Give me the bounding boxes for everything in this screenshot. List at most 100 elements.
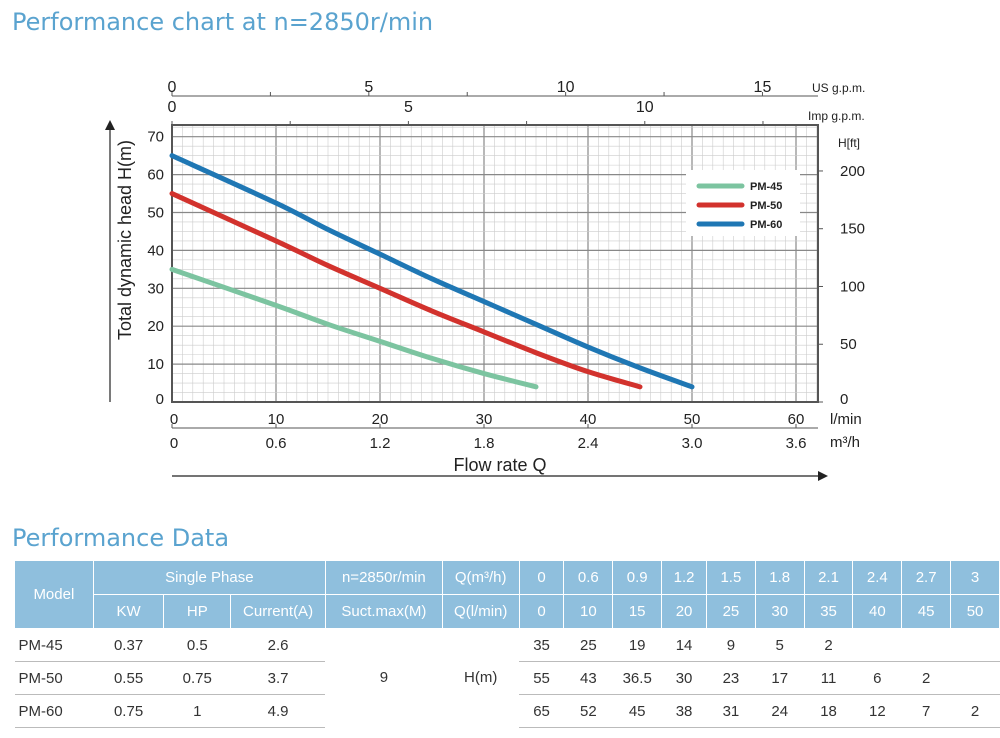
head-cell: 52 xyxy=(563,694,613,728)
head-cell xyxy=(852,628,902,662)
x2-tick-label: 1.8 xyxy=(474,435,495,452)
model-cell: PM-45 xyxy=(14,628,94,662)
head-cell: 11 xyxy=(804,661,853,695)
head-cell: 2 xyxy=(901,661,951,695)
head-cell: 6 xyxy=(852,661,902,695)
qm3-cell: 2.7 xyxy=(901,560,952,595)
x-tick-label: 10 xyxy=(268,411,285,428)
x-tick-label: 40 xyxy=(580,411,597,428)
model-cell: PM-60 xyxy=(14,694,94,728)
x2-tick-label: 3.6 xyxy=(786,435,807,452)
qm3-cell: 1.5 xyxy=(706,560,756,595)
header-kw: KW xyxy=(92,594,165,629)
ql-cell: 35 xyxy=(803,594,854,629)
y2-tick-label: 0 xyxy=(840,391,848,408)
x-axis-label: Flow rate Q xyxy=(453,455,546,475)
head-cell: 65 xyxy=(519,694,564,728)
y-tick-label: 70 xyxy=(147,129,164,146)
y-tick-label: 20 xyxy=(147,318,164,335)
performance-chart: 0 10 20 30 40 50 60 70 0 50 100 150 200 H[ft] 0 0 10 0.6 2… xyxy=(105,79,865,481)
qm3-cell: 0 xyxy=(518,560,565,595)
y-tick-label: 50 xyxy=(147,205,164,222)
ql-cell: 50 xyxy=(950,594,1000,629)
x2-tick-label: 0.6 xyxy=(266,435,287,452)
y-arrow-head xyxy=(105,120,115,130)
y2-tick-label: 150 xyxy=(840,221,865,238)
y-tick-label: 10 xyxy=(147,356,164,373)
qm3-cell: 1.8 xyxy=(754,560,805,595)
y2-tick-label: 200 xyxy=(840,163,865,180)
head-cell xyxy=(950,628,1000,662)
ql-cell: 15 xyxy=(612,594,663,629)
x2-tick-label: 1.2 xyxy=(370,435,391,452)
x-tick-label: 60 xyxy=(788,411,805,428)
ql-cell: 25 xyxy=(706,594,756,629)
x2-tick-label: 0 xyxy=(170,435,178,452)
hp-cell: 1 xyxy=(163,694,231,728)
head-cell: 25 xyxy=(563,628,613,662)
x2-tick-label: 3.0 xyxy=(682,435,703,452)
legend-label: PM-45 xyxy=(750,181,782,193)
imp-unit-label: Imp g.p.m. xyxy=(808,109,865,123)
us-tick-label: 0 xyxy=(168,79,177,96)
legend-label: PM-60 xyxy=(750,219,782,231)
head-cell xyxy=(950,661,1000,695)
qm3-cell: 0.9 xyxy=(612,560,663,595)
kw-cell: 0.55 xyxy=(93,661,164,695)
table-title: Performance Data xyxy=(12,524,230,552)
head-cell: 24 xyxy=(755,694,805,728)
current-cell: 3.7 xyxy=(230,661,326,695)
current-cell: 4.9 xyxy=(230,694,326,728)
y2-unit-label: H[ft] xyxy=(838,136,860,150)
y-tick-label: 40 xyxy=(147,242,164,259)
x2-unit-label: m³/h xyxy=(830,434,860,451)
head-cell: 17 xyxy=(755,661,805,695)
plot-frame xyxy=(171,124,819,403)
head-cell: 18 xyxy=(804,694,853,728)
ql-cell: 45 xyxy=(901,594,952,629)
y2-tick-label: 50 xyxy=(840,336,857,353)
head-cell: 31 xyxy=(706,694,756,728)
ql-cell: 10 xyxy=(563,594,614,629)
qm3-cell: 2.4 xyxy=(852,560,903,595)
head-cell: 30 xyxy=(661,661,707,695)
header-speed: n=2850r/min xyxy=(324,560,443,595)
hp-cell: 0.5 xyxy=(163,628,231,662)
head-cell: 36.5 xyxy=(612,661,662,695)
hp-cell: 0.75 xyxy=(163,661,231,695)
y-tick-label: 60 xyxy=(147,167,164,184)
head-cell: 2 xyxy=(950,694,1000,728)
head-cell: 55 xyxy=(519,661,564,695)
qm3-cell: 1.2 xyxy=(661,560,707,595)
table-row: PM-45 0.37 0.5 2.6 9 H(m) 35 25 19 14 9 5 2 xyxy=(14,628,1000,729)
imp-tick-label: 10 xyxy=(636,99,654,116)
header-ql: Q(l/min) xyxy=(441,594,520,629)
head-cell xyxy=(901,628,951,662)
x2-tick-label: 2.4 xyxy=(578,435,599,452)
head-cell: 35 xyxy=(519,628,564,662)
head-cell: 12 xyxy=(852,694,902,728)
head-cell: 14 xyxy=(661,628,707,662)
x-tick-label: 50 xyxy=(684,411,701,428)
head-cell: 43 xyxy=(563,661,613,695)
qm3-cell: 3 xyxy=(950,560,1000,595)
ql-cell: 40 xyxy=(852,594,903,629)
header-model: Model xyxy=(14,560,94,629)
kw-cell: 0.75 xyxy=(93,694,164,728)
legend-label: PM-50 xyxy=(750,200,782,212)
y2-tick-label: 100 xyxy=(840,278,865,295)
head-cell: 23 xyxy=(706,661,756,695)
x-tick-label: 0 xyxy=(170,411,178,428)
performance-table: Model Single Phase n=2850r/min Q(m³/h) 0… xyxy=(14,560,1000,729)
x-unit-label: l/min xyxy=(830,411,862,428)
head-label-cell: H(m) xyxy=(442,628,520,729)
ql-cell: 20 xyxy=(661,594,707,629)
head-cell: 9 xyxy=(706,628,756,662)
x-tick-label: 30 xyxy=(476,411,493,428)
us-tick-label: 5 xyxy=(364,79,373,96)
header-suction: Suct.max(M) xyxy=(324,594,443,629)
y-tick-label: 30 xyxy=(147,280,164,297)
imp-tick-label: 5 xyxy=(404,99,413,116)
head-cell: 45 xyxy=(612,694,662,728)
ql-cell: 30 xyxy=(754,594,805,629)
